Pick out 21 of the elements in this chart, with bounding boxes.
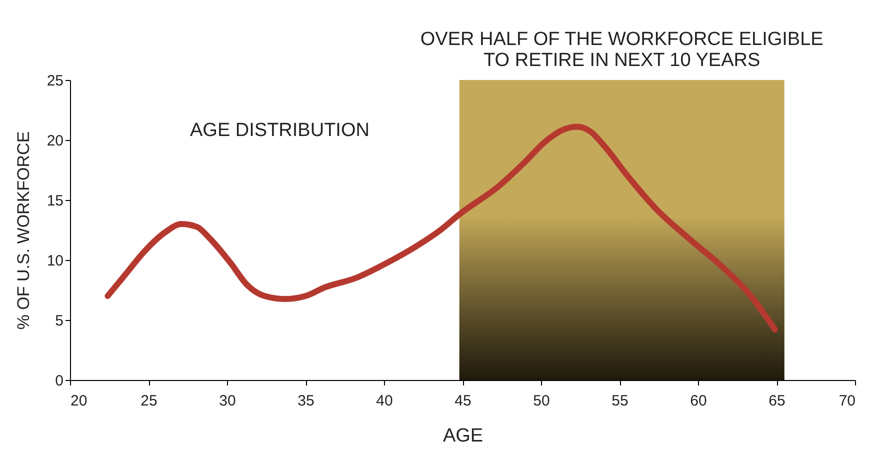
x-tick-label: 20 bbox=[70, 392, 88, 410]
x-tick-label: 65 bbox=[768, 392, 786, 410]
band-label: OVER HALF OF THE WORKFORCE ELIGIBLE TO RETIRE IN NEXT 10 YEARS bbox=[420, 29, 824, 71]
y-tick-label: 15 bbox=[46, 192, 64, 210]
x-tick-label: 40 bbox=[376, 392, 393, 410]
x-tick-label: 50 bbox=[533, 392, 550, 410]
x-tick-label: 30 bbox=[219, 392, 236, 410]
x-tick-label: 35 bbox=[298, 392, 314, 410]
y-tick-label: 0 bbox=[55, 372, 64, 390]
x-tick-label: 60 bbox=[690, 392, 707, 410]
x-tick-label: 25 bbox=[140, 392, 158, 410]
x-axis-title: AGE bbox=[442, 426, 484, 446]
y-tick-label: 10 bbox=[46, 252, 64, 270]
y-tick-label: 20 bbox=[46, 132, 64, 150]
y-tick-label: 5 bbox=[55, 312, 64, 330]
x-tick-label: 70 bbox=[838, 392, 856, 410]
y-axis-title: % OF U.S. WORKFORCE bbox=[14, 131, 33, 330]
annotation: AGE DISTRIBUTION bbox=[190, 120, 370, 141]
x-tick-label: 55 bbox=[612, 392, 628, 410]
y-tick-label: 25 bbox=[46, 72, 64, 90]
x-tick-label: 45 bbox=[454, 392, 472, 410]
